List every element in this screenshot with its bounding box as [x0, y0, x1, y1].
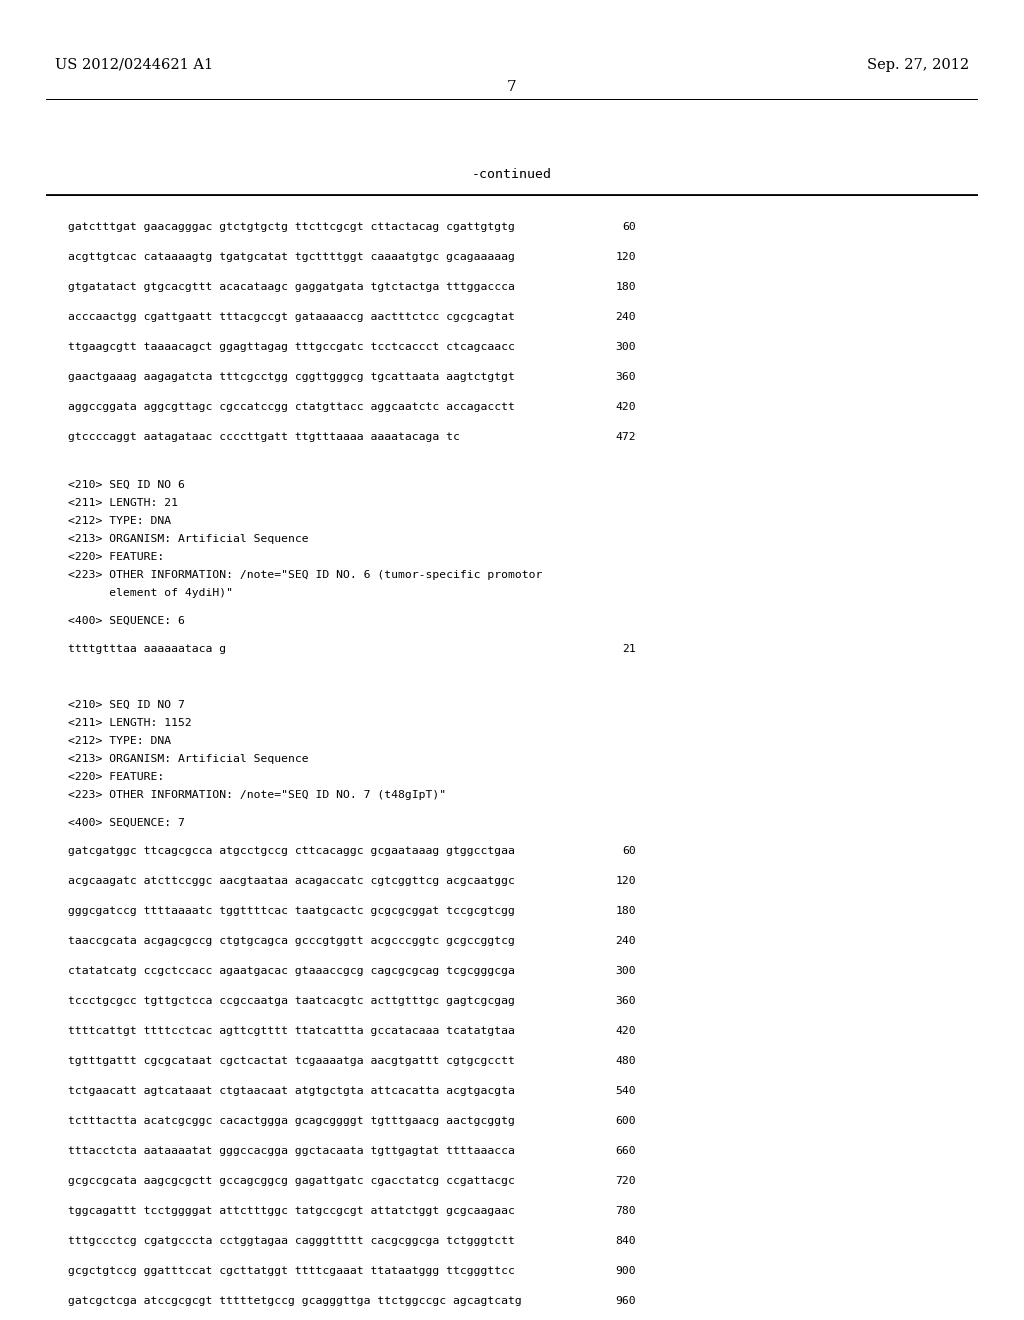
Text: gatcgatggc ttcagcgcca atgcctgccg cttcacaggc gcgaataaag gtggcctgaa: gatcgatggc ttcagcgcca atgcctgccg cttcaca… — [68, 846, 515, 855]
Text: element of 4ydiH)": element of 4ydiH)" — [68, 587, 233, 598]
Text: 900: 900 — [615, 1266, 636, 1276]
Text: Sep. 27, 2012: Sep. 27, 2012 — [867, 58, 969, 73]
Text: 21: 21 — [623, 644, 636, 653]
Text: 60: 60 — [623, 846, 636, 855]
Text: <400> SEQUENCE: 6: <400> SEQUENCE: 6 — [68, 616, 185, 626]
Text: 780: 780 — [615, 1206, 636, 1216]
Text: US 2012/0244621 A1: US 2012/0244621 A1 — [55, 58, 213, 73]
Text: tggcagattt tcctggggat attctttggc tatgccgcgt attatctggt gcgcaagaac: tggcagattt tcctggggat attctttggc tatgccg… — [68, 1206, 515, 1216]
Text: ctatatcatg ccgctccacc agaatgacac gtaaaccgcg cagcgcgcag tcgcgggcga: ctatatcatg ccgctccacc agaatgacac gtaaacc… — [68, 966, 515, 975]
Text: <211> LENGTH: 21: <211> LENGTH: 21 — [68, 498, 178, 508]
Text: acccaactgg cgattgaatt tttacgccgt gataaaaccg aactttctcc cgcgcagtat: acccaactgg cgattgaatt tttacgccgt gataaaa… — [68, 312, 515, 322]
Text: 420: 420 — [615, 1026, 636, 1036]
Text: <211> LENGTH: 1152: <211> LENGTH: 1152 — [68, 718, 191, 729]
Text: gatcgctcga atccgcgcgt tttttetgccg gcagggttga ttctggccgc agcagtcatg: gatcgctcga atccgcgcgt tttttetgccg gcaggg… — [68, 1296, 522, 1305]
Text: 480: 480 — [615, 1056, 636, 1067]
Text: acgttgtcac cataaaagtg tgatgcatat tgcttttggt caaaatgtgc gcagaaaaag: acgttgtcac cataaaagtg tgatgcatat tgctttt… — [68, 252, 515, 261]
Text: gcgccgcata aagcgcgctt gccagcggcg gagattgatc cgacctatcg ccgattacgc: gcgccgcata aagcgcgctt gccagcggcg gagattg… — [68, 1176, 515, 1185]
Text: taaccgcata acgagcgccg ctgtgcagca gcccgtggtt acgcccggtc gcgccggtcg: taaccgcata acgagcgccg ctgtgcagca gcccgtg… — [68, 936, 515, 946]
Text: gatctttgat gaacagggac gtctgtgctg ttcttcgcgt cttactacag cgattgtgtg: gatctttgat gaacagggac gtctgtgctg ttcttcg… — [68, 222, 515, 232]
Text: gcgctgtccg ggatttccat cgcttatggt ttttcgaaat ttataatggg ttcgggttcc: gcgctgtccg ggatttccat cgcttatggt ttttcga… — [68, 1266, 515, 1276]
Text: 120: 120 — [615, 252, 636, 261]
Text: 240: 240 — [615, 312, 636, 322]
Text: 360: 360 — [615, 997, 636, 1006]
Text: 240: 240 — [615, 936, 636, 946]
Text: <223> OTHER INFORMATION: /note="SEQ ID NO. 7 (t48gIpT)": <223> OTHER INFORMATION: /note="SEQ ID N… — [68, 789, 446, 800]
Text: tctgaacatt agtcataaat ctgtaacaat atgtgctgta attcacatta acgtgacgta: tctgaacatt agtcataaat ctgtaacaat atgtgct… — [68, 1086, 515, 1096]
Text: 420: 420 — [615, 403, 636, 412]
Text: 180: 180 — [615, 282, 636, 292]
Text: gaactgaaag aagagatcta tttcgcctgg cggttgggcg tgcattaata aagtctgtgt: gaactgaaag aagagatcta tttcgcctgg cggttgg… — [68, 372, 515, 381]
Text: <223> OTHER INFORMATION: /note="SEQ ID NO. 6 (tumor-specific promotor: <223> OTHER INFORMATION: /note="SEQ ID N… — [68, 570, 543, 579]
Text: 360: 360 — [615, 372, 636, 381]
Text: <210> SEQ ID NO 6: <210> SEQ ID NO 6 — [68, 480, 185, 490]
Text: <212> TYPE: DNA: <212> TYPE: DNA — [68, 516, 171, 525]
Text: 960: 960 — [615, 1296, 636, 1305]
Text: ttttcattgt ttttcctcac agttcgtttt ttatcattta gccatacaaa tcatatgtaa: ttttcattgt ttttcctcac agttcgtttt ttatcat… — [68, 1026, 515, 1036]
Text: aggccggata aggcgttagc cgccatccgg ctatgttacc aggcaatctc accagacctt: aggccggata aggcgttagc cgccatccgg ctatgtt… — [68, 403, 515, 412]
Text: tgtttgattt cgcgcataat cgctcactat tcgaaaatga aacgtgattt cgtgcgcctt: tgtttgattt cgcgcataat cgctcactat tcgaaaa… — [68, 1056, 515, 1067]
Text: 472: 472 — [615, 432, 636, 442]
Text: <400> SEQUENCE: 7: <400> SEQUENCE: 7 — [68, 818, 185, 828]
Text: 600: 600 — [615, 1115, 636, 1126]
Text: tttacctcta aataaaatat gggccacgga ggctacaata tgttgagtat ttttaaacca: tttacctcta aataaaatat gggccacgga ggctaca… — [68, 1146, 515, 1156]
Text: 300: 300 — [615, 966, 636, 975]
Text: 180: 180 — [615, 906, 636, 916]
Text: <213> ORGANISM: Artificial Sequence: <213> ORGANISM: Artificial Sequence — [68, 754, 308, 764]
Text: <220> FEATURE:: <220> FEATURE: — [68, 772, 164, 781]
Text: 300: 300 — [615, 342, 636, 352]
Text: gtccccaggt aatagataac ccccttgatt ttgtttaaaa aaaatacaga tc: gtccccaggt aatagataac ccccttgatt ttgttta… — [68, 432, 460, 442]
Text: gggcgatccg ttttaaaatc tggttttcac taatgcactc gcgcgcggat tccgcgtcgg: gggcgatccg ttttaaaatc tggttttcac taatgca… — [68, 906, 515, 916]
Text: tctttactta acatcgcggc cacactggga gcagcggggt tgtttgaacg aactgcggtg: tctttactta acatcgcggc cacactggga gcagcgg… — [68, 1115, 515, 1126]
Text: <210> SEQ ID NO 7: <210> SEQ ID NO 7 — [68, 700, 185, 710]
Text: 660: 660 — [615, 1146, 636, 1156]
Text: <220> FEATURE:: <220> FEATURE: — [68, 552, 164, 562]
Text: 120: 120 — [615, 876, 636, 886]
Text: 720: 720 — [615, 1176, 636, 1185]
Text: gtgatatact gtgcacgttt acacataagc gaggatgata tgtctactga tttggaccca: gtgatatact gtgcacgttt acacataagc gaggatg… — [68, 282, 515, 292]
Text: acgcaagatc atcttccggc aacgtaataa acagaccatc cgtcggttcg acgcaatggc: acgcaagatc atcttccggc aacgtaataa acagacc… — [68, 876, 515, 886]
Text: 540: 540 — [615, 1086, 636, 1096]
Text: 60: 60 — [623, 222, 636, 232]
Text: tccctgcgcc tgttgctcca ccgccaatga taatcacgtc acttgtttgc gagtcgcgag: tccctgcgcc tgttgctcca ccgccaatga taatcac… — [68, 997, 515, 1006]
Text: tttgccctcg cgatgcccta cctggtagaa cagggttttt cacgcggcga tctgggtctt: tttgccctcg cgatgcccta cctggtagaa cagggtt… — [68, 1236, 515, 1246]
Text: ttgaagcgtt taaaacagct ggagttagag tttgccgatc tcctcaccct ctcagcaacc: ttgaagcgtt taaaacagct ggagttagag tttgccg… — [68, 342, 515, 352]
Text: <212> TYPE: DNA: <212> TYPE: DNA — [68, 737, 171, 746]
Text: ttttgtttaa aaaaaataca g: ttttgtttaa aaaaaataca g — [68, 644, 226, 653]
Text: <213> ORGANISM: Artificial Sequence: <213> ORGANISM: Artificial Sequence — [68, 535, 308, 544]
Text: 7: 7 — [507, 81, 517, 94]
Text: 840: 840 — [615, 1236, 636, 1246]
Text: -continued: -continued — [472, 168, 552, 181]
